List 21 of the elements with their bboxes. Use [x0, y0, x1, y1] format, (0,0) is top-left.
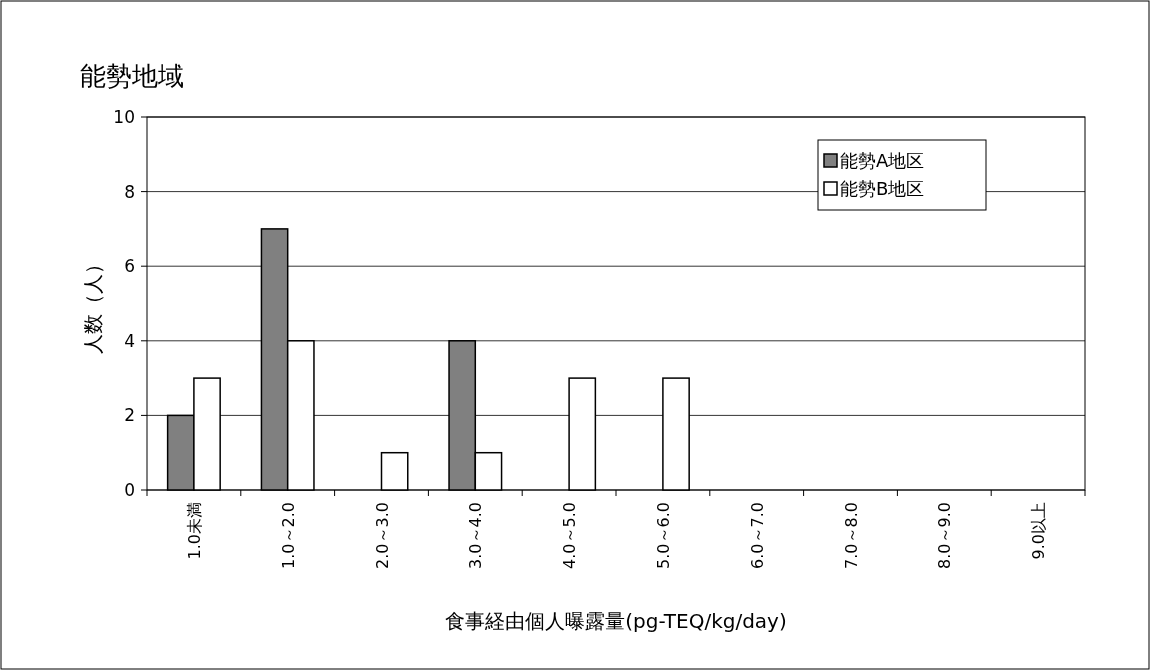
y-tick-label: 10 [113, 107, 135, 127]
y-tick-label: 4 [124, 330, 135, 351]
legend-label: 能勢A地区 [840, 150, 925, 171]
y-tick-label: 8 [124, 181, 135, 202]
x-tick-label: 5.0～6.0 [653, 502, 673, 569]
y-tick-label: 6 [124, 256, 135, 277]
x-tick-label: 4.0～5.0 [560, 502, 580, 569]
x-tick-label: 6.0～7.0 [747, 502, 767, 569]
y-tick-label: 2 [124, 405, 135, 426]
x-tick-label: 9.0以上 [1029, 502, 1049, 560]
x-tick-label: 3.0～4.0 [466, 502, 486, 569]
chart-title: 能勢地域 [80, 61, 184, 91]
y-tick-label: 0 [124, 480, 135, 500]
y-axis-title: 人数（人） [81, 253, 105, 354]
legend-label: 能勢B地区 [840, 178, 925, 199]
x-axis-title: 食事経由個人曝露量(pg-TEQ/kg/day) [445, 609, 787, 633]
x-tick-label: 1.0未満 [184, 502, 204, 560]
x-tick-label: 2.0～3.0 [372, 502, 392, 569]
x-tick-label: 8.0～9.0 [935, 502, 955, 569]
x-tick-label: 7.0～8.0 [841, 502, 861, 569]
x-tick-label: 1.0～2.0 [278, 502, 298, 569]
